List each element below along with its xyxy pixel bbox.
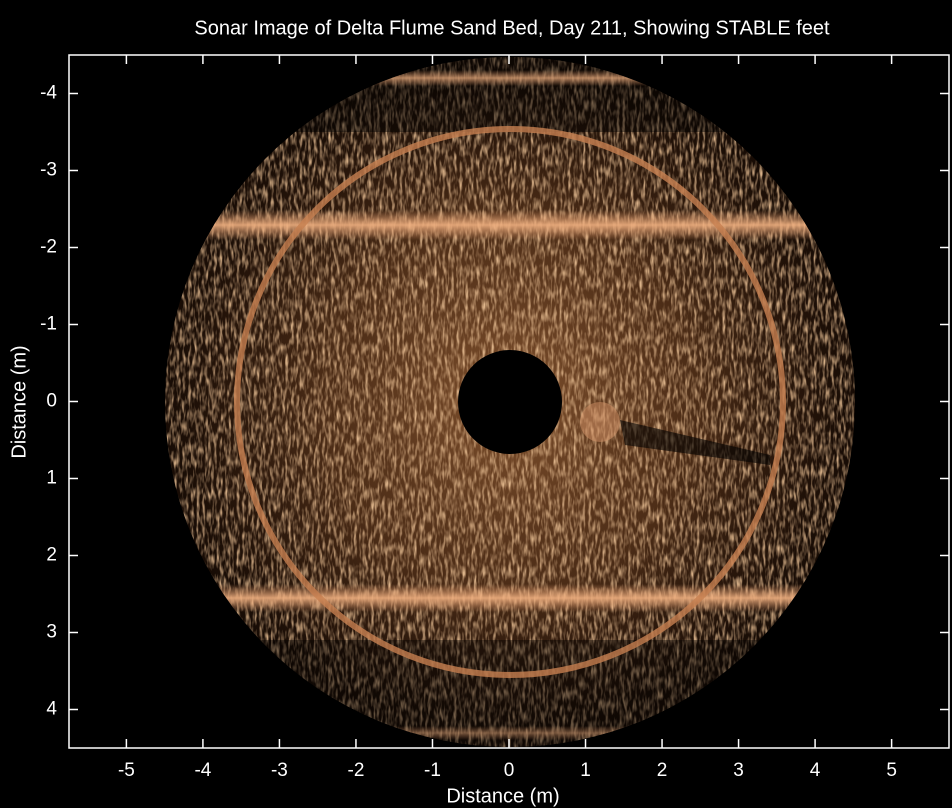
x-tick-label: 3 xyxy=(733,760,744,781)
chart-title: Sonar Image of Delta Flume Sand Bed, Day… xyxy=(194,17,830,39)
y-tick-label: 0 xyxy=(46,391,57,412)
x-tick-label: 5 xyxy=(886,760,897,781)
x-tick-label: 2 xyxy=(657,760,668,781)
x-tick-label: -3 xyxy=(271,760,288,781)
x-tick-label: 0 xyxy=(504,760,515,781)
y-tick-label: -4 xyxy=(40,83,57,104)
y-tick-label: -1 xyxy=(40,314,57,335)
sonar-image xyxy=(165,57,855,750)
x-tick-label: -4 xyxy=(194,760,211,781)
x-tick-label: -2 xyxy=(348,760,365,781)
x-axis-label: Distance (m) xyxy=(446,785,559,807)
x-tick-label: 4 xyxy=(810,760,821,781)
x-tick-label: -1 xyxy=(424,760,441,781)
y-tick-label: -3 xyxy=(40,160,57,181)
x-tick-label: 1 xyxy=(580,760,591,781)
x-tick-label: -5 xyxy=(118,760,135,781)
y-axis-label: Distance (m) xyxy=(8,345,30,458)
y-tick-label: 4 xyxy=(46,699,57,720)
y-tick-label: 1 xyxy=(46,468,57,489)
chart: Sonar Image of Delta Flume Sand Bed, Day… xyxy=(0,0,952,808)
y-tick-label: 3 xyxy=(46,622,57,643)
y-tick-label: 2 xyxy=(46,545,57,566)
y-tick-label: -2 xyxy=(40,237,57,258)
